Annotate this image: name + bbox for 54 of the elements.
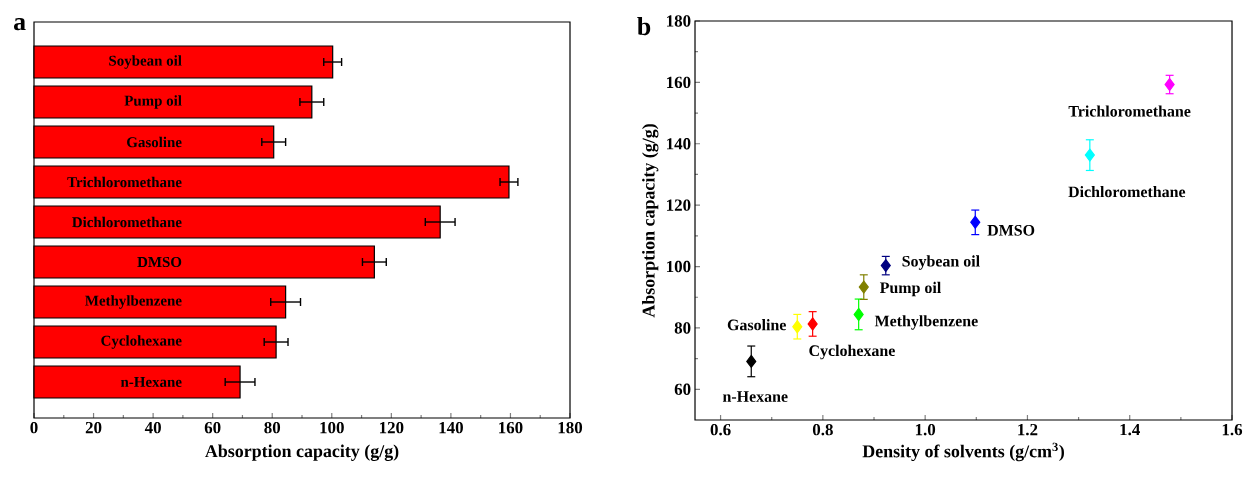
y-tick-label: Gasoline [127, 136, 182, 148]
y-tick-label: 60 [674, 383, 691, 396]
y-tick-label: Pump oil [124, 95, 182, 109]
point [1084, 148, 1095, 162]
annotation: Cyclohexane [809, 344, 895, 360]
x-tick-label: 1.6 [1222, 423, 1243, 436]
annotation: Pump oil [879, 281, 941, 297]
point [970, 215, 981, 229]
y-tick-label: 180 [667, 15, 691, 27]
y-tick-label: n-Hexane [120, 377, 182, 387]
y-axis-title: Absorption capacity (g/g) [642, 124, 659, 318]
x-tick-label: 80 [264, 421, 281, 434]
point [746, 354, 757, 368]
annotation: n-Hexane [722, 391, 788, 402]
x-axis-title: Absorption capacity (g/g) [205, 444, 399, 461]
annotation: Gasoline [727, 319, 786, 331]
y-tick-label: Trichloromethane [67, 176, 182, 188]
x-tick-label: 120 [379, 421, 404, 434]
y-tick-label: Soybean oil [109, 55, 182, 69]
x-tick-label: 40 [144, 421, 161, 434]
y-tick-label: 140 [667, 138, 691, 150]
x-tick-label: 140 [439, 421, 463, 434]
chart-title: b [637, 16, 651, 36]
annotation: Methylbenzene [874, 315, 978, 330]
y-tick-label: DMSO [137, 256, 182, 268]
x-tick-label: 100 [320, 421, 344, 434]
x-axis-title: Density of solvents (g/cm$^{3}$) [862, 442, 1064, 462]
y-tick-label: 160 [667, 76, 691, 89]
point [792, 320, 803, 334]
x-tick-label: 0 [30, 421, 38, 434]
x-tick-label: 1.4 [1120, 423, 1140, 436]
annotation: Trichloromethane [1068, 105, 1191, 117]
x-tick-label: 0.6 [710, 423, 731, 436]
annotation: DMSO [987, 224, 1035, 236]
y-tick-label: Methylbenzene [85, 295, 182, 309]
y-tick-label: 100 [667, 260, 691, 273]
point [858, 280, 869, 294]
x-tick-label: 160 [499, 421, 523, 434]
point [807, 317, 818, 331]
x-tick-label: 20 [85, 421, 102, 434]
chart-title: a [13, 17, 26, 31]
y-tick-label: 80 [674, 322, 691, 334]
y-tick-label: 120 [667, 199, 691, 211]
x-tick-label: 60 [204, 421, 221, 434]
y-tick-label: Cyclohexane [101, 335, 182, 349]
point [853, 307, 864, 321]
y-tick-label: Dichloromethane [72, 216, 182, 228]
annotation: Soybean oil [902, 255, 980, 270]
annotation: Dichloromethane [1068, 186, 1186, 198]
x-tick-label: 1.0 [915, 423, 936, 436]
x-tick-label: 180 [558, 421, 583, 434]
x-tick-label: 1.2 [1018, 423, 1038, 436]
point [880, 259, 891, 273]
x-tick-label: 0.8 [812, 423, 833, 436]
